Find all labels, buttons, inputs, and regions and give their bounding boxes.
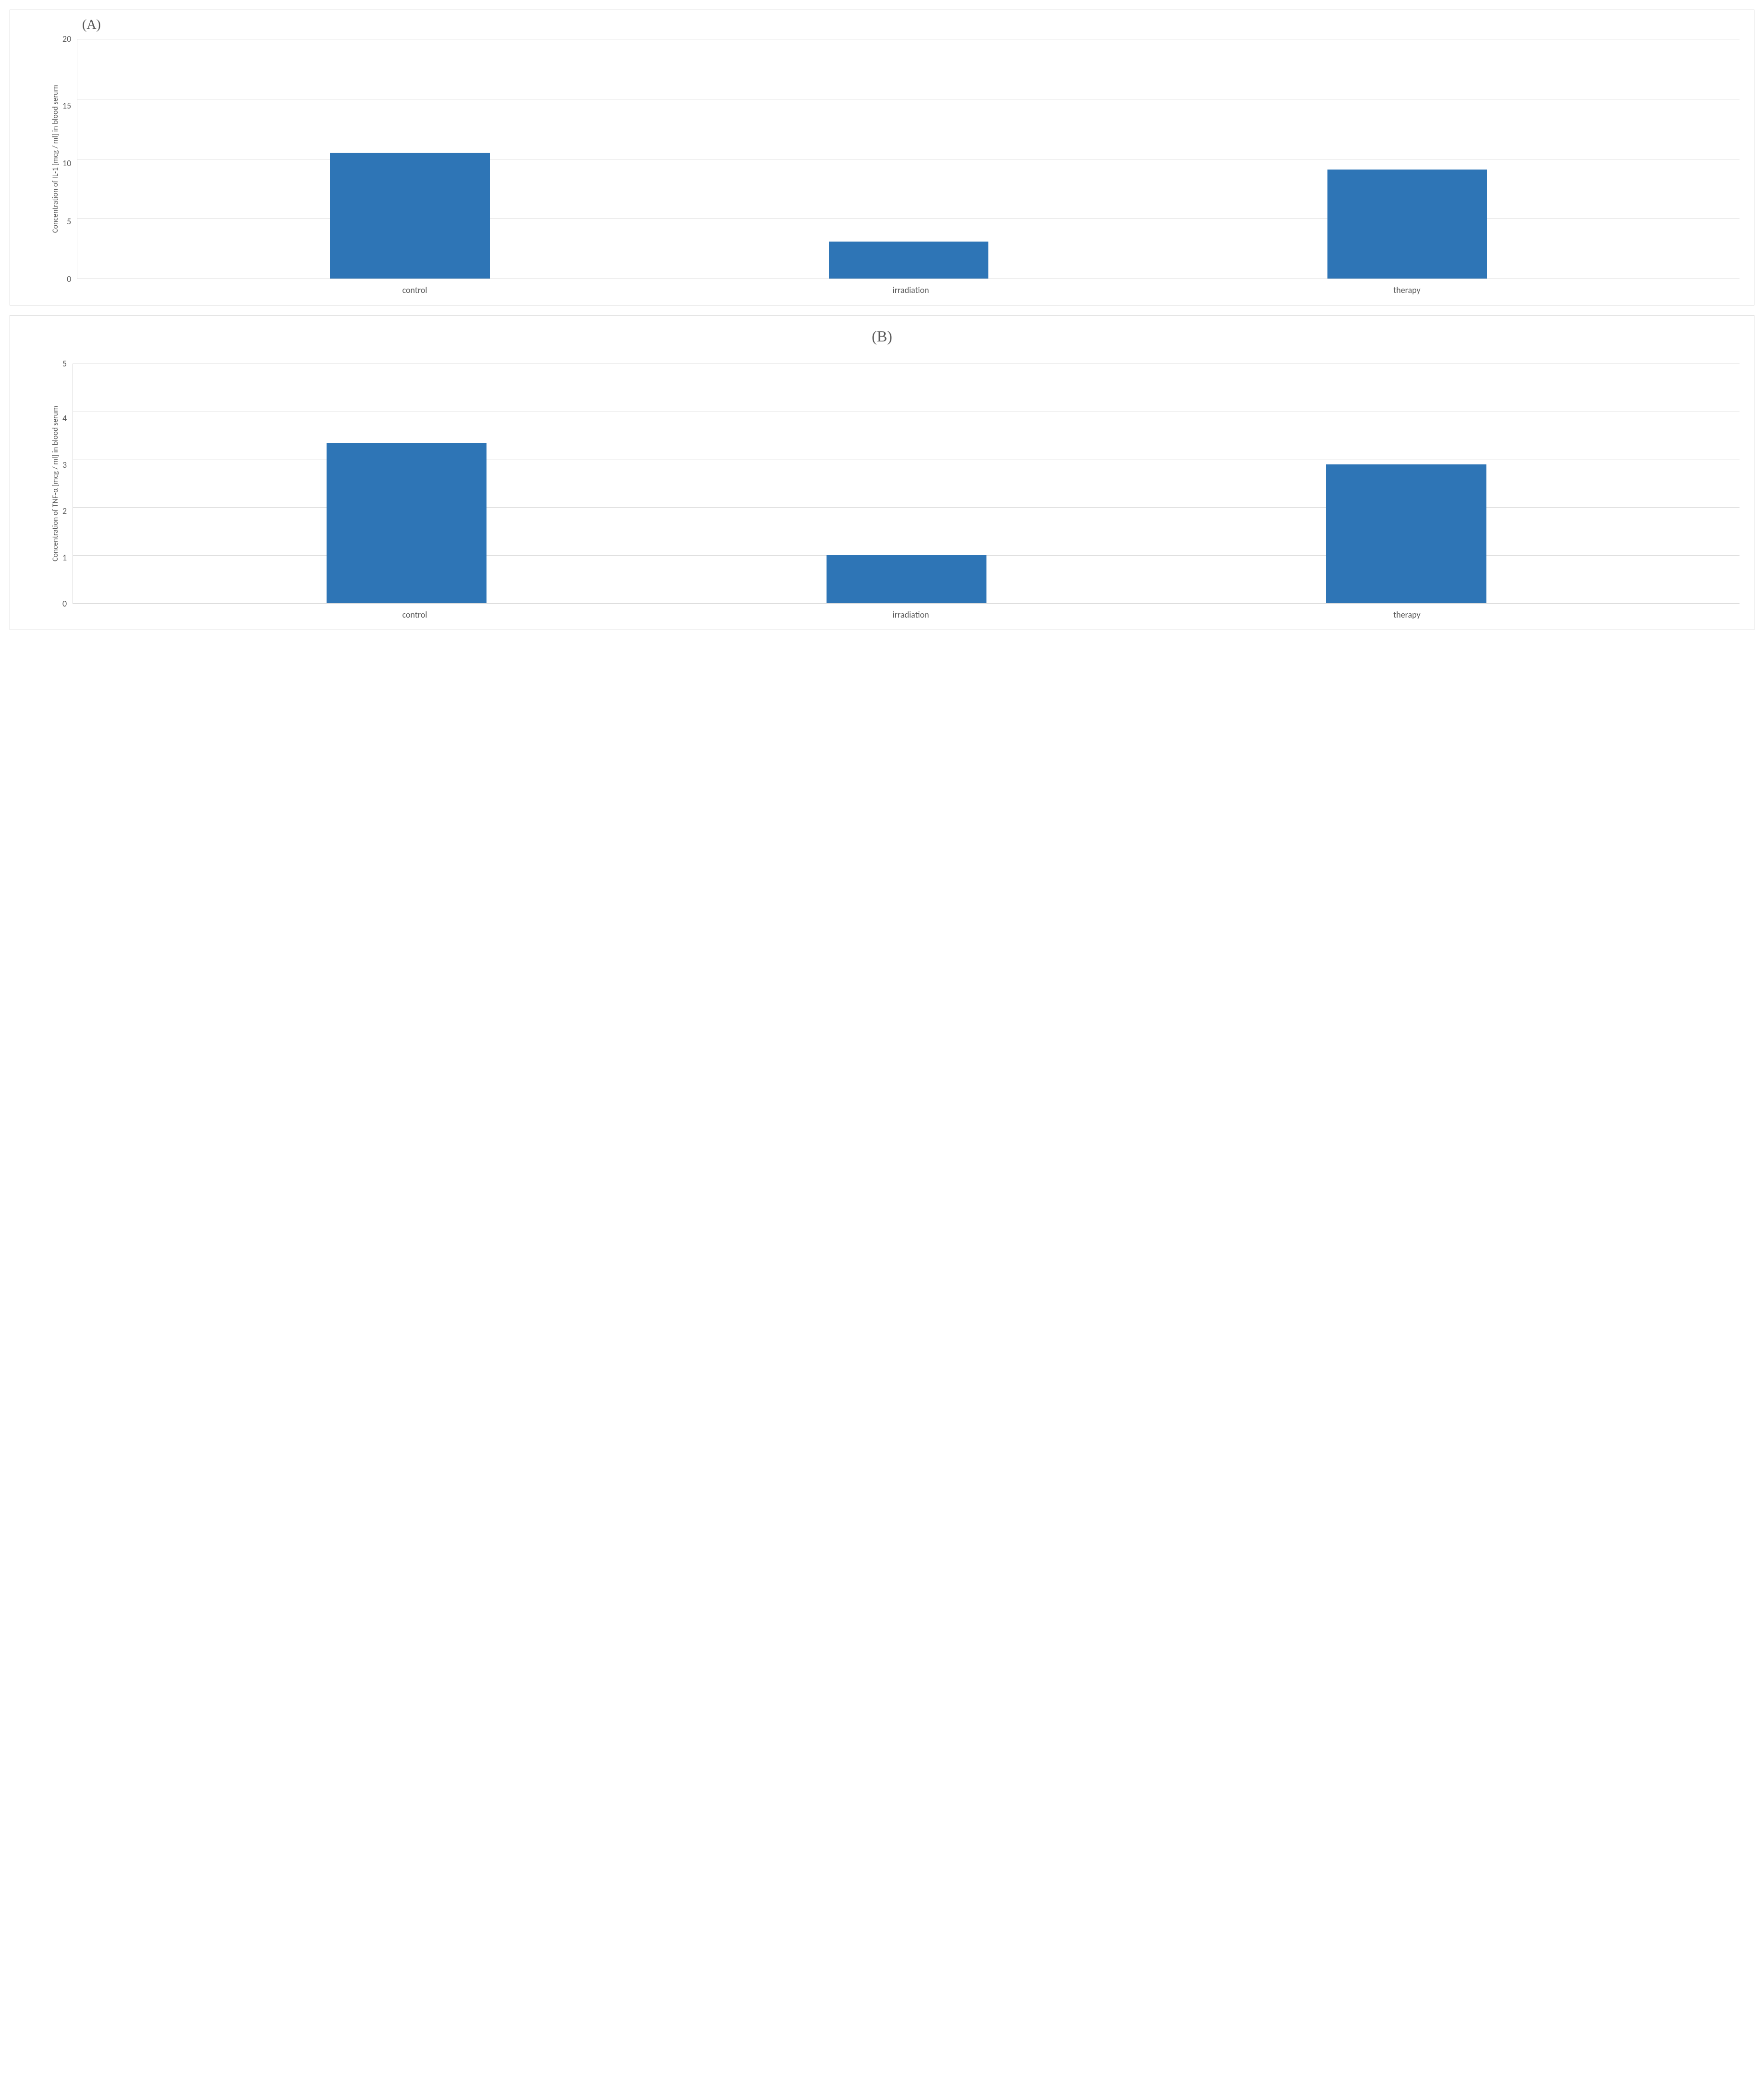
panel-label-b: (B) — [10, 328, 1754, 345]
bar-slot — [659, 39, 1158, 279]
ytick: 20 — [62, 35, 71, 43]
xlabel: control — [167, 285, 663, 295]
ytick: 2 — [62, 507, 67, 515]
chart-b-ylabel: Concentration of TNF-α [mcg / ml] in blo… — [49, 364, 62, 604]
chart-a-body: Concentration of IL-1 [mcg / ml] in bloo… — [49, 39, 1740, 279]
bar-slot — [1158, 39, 1656, 279]
chart-b-container: (B) Concentration of TNF-α [mcg / ml] in… — [10, 315, 1754, 630]
bar-irradiation — [827, 555, 986, 603]
xlabel: irradiation — [663, 609, 1159, 620]
bar-slot — [1156, 364, 1656, 603]
chart-a-plot — [77, 39, 1740, 279]
bar-slot — [160, 39, 659, 279]
ytick: 0 — [62, 599, 67, 608]
bar-slot — [657, 364, 1156, 603]
ytick: 3 — [62, 461, 67, 469]
xlabel: therapy — [1159, 285, 1655, 295]
xlabel: therapy — [1159, 609, 1655, 620]
chart-b-body: Concentration of TNF-α [mcg / ml] in blo… — [49, 364, 1740, 604]
chart-a-ylabel: Concentration of IL-1 [mcg / ml] in bloo… — [49, 39, 62, 279]
xlabel: control — [167, 609, 663, 620]
xlabel: irradiation — [663, 285, 1159, 295]
bar-slot — [157, 364, 657, 603]
chart-b-bars — [73, 364, 1740, 603]
bar-irradiation — [829, 242, 988, 279]
ytick: 5 — [62, 359, 67, 368]
bar-control — [330, 153, 489, 279]
chart-a-bars — [77, 39, 1740, 279]
bar-therapy — [1327, 170, 1487, 279]
ytick: 4 — [62, 414, 67, 423]
chart-b-plot — [73, 364, 1740, 604]
ytick: 15 — [62, 101, 71, 110]
chart-b-yticks: 5 4 3 2 1 0 — [62, 364, 73, 604]
chart-a-xaxis: control irradiation therapy — [49, 279, 1740, 295]
ytick: 1 — [62, 553, 67, 562]
ytick: 5 — [67, 217, 71, 226]
bar-control — [327, 443, 487, 603]
bar-therapy — [1326, 464, 1486, 603]
chart-a-container: (A) Concentration of IL-1 [mcg / ml] in … — [10, 10, 1754, 305]
ytick: 10 — [62, 159, 71, 168]
chart-a-yticks: 20 15 10 5 0 — [62, 39, 77, 279]
panel-label-a: (A) — [82, 17, 101, 33]
chart-b-xaxis: control irradiation therapy — [49, 604, 1740, 620]
ytick: 0 — [67, 275, 71, 283]
